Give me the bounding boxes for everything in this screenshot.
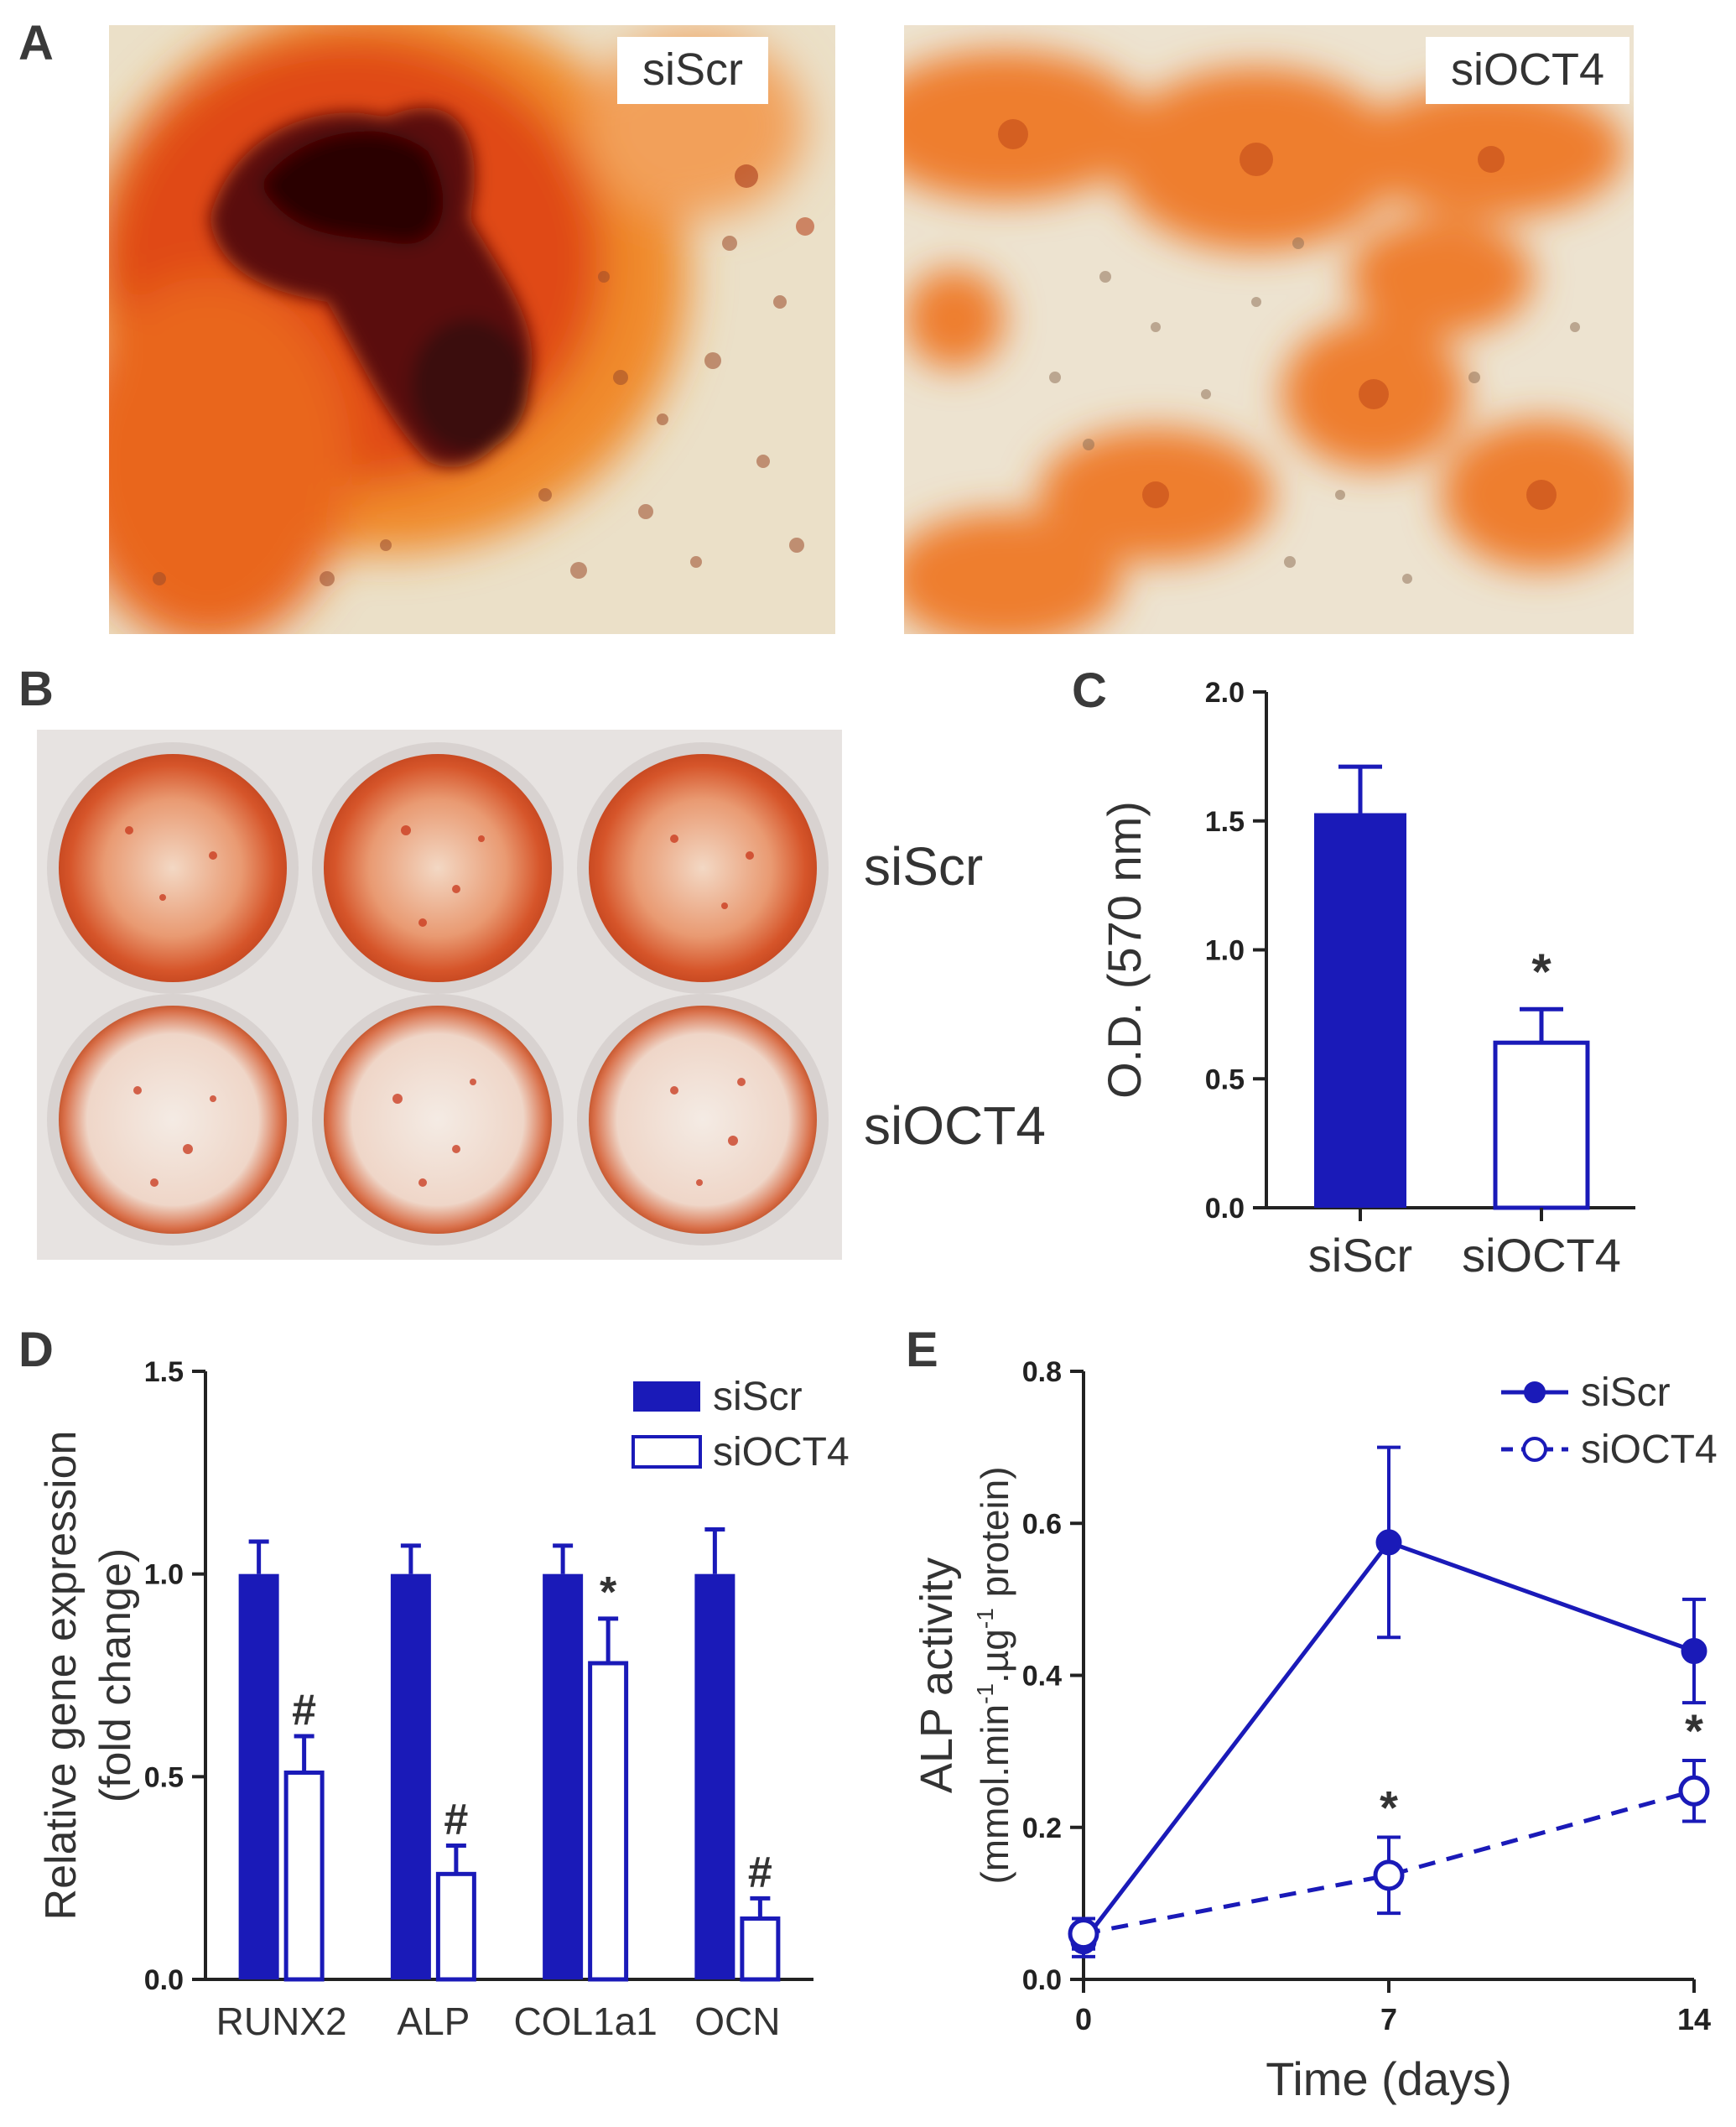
c-y-tick-label: 1.5 [1205,806,1245,838]
micrograph-label-sioct4: siOCT4 [1426,37,1630,104]
c-y-tick-label: 2.0 [1205,677,1245,709]
panel-e-letter: E [906,1323,938,1377]
c-y-tick-label: 1.0 [1205,935,1245,967]
plate-row-label-siscr: siScr [864,836,984,897]
d-x-tick-label: OCN [694,2000,780,2043]
e-series-line-siOCT4 [1083,1788,1695,1937]
d-bar-siScr-RUNX2 [238,1573,279,1979]
e-point-siScr [1375,1529,1402,1556]
d-legend-swatch-siScr [633,1381,700,1412]
c-x-tick-label: siScr [1308,1229,1412,1282]
e-y-axis-label-line1: ALP activity [912,1558,962,1793]
e-significance-mark: * [1685,1704,1703,1757]
panel-a-letter: A [18,16,54,70]
c-x-tick-label: siOCT4 [1462,1229,1621,1282]
e-y-axis-label-line2: (mmol.min-1.µg-1 protein) [972,1466,1016,1884]
plate-wells-bottom-row [47,994,829,1246]
e-y-tick-label: 0.4 [1022,1661,1062,1693]
d-bar-siScr-OCN [694,1573,735,1979]
d-y-tick-label: 1.0 [144,1559,184,1591]
chart-c-od-bar: 0.0 0.5 1.0 1.5 2.0 O.D. (570 nm) siScr siOCT4 * [1098,677,1635,1282]
d-bar-siOCT4-ALP [435,1871,476,1982]
d-legend-label-siScr: siScr [713,1375,803,1419]
e-legend-label-siOCT4: siOCT4 [1581,1428,1718,1472]
d-bar-siScr-ALP [390,1573,431,1979]
c-significance-mark: * [1531,944,1551,1000]
plate-row-label-sioct4: siOCT4 [864,1095,1046,1156]
d-bar-siOCT4-OCN [740,1916,781,1982]
d-significance-mark: # [292,1686,316,1734]
d-bar-siOCT4-RUNX2 [283,1771,325,1982]
e-legend-marker-siOCT4 [1522,1437,1547,1462]
c-bar-siOCT4 [1493,1040,1590,1210]
micrograph-label-siscr: siScr [617,37,768,104]
plate-wells-top-row [47,742,829,994]
six-well-plate-photo [37,730,842,1260]
c-y-tick-label: 0.5 [1205,1064,1245,1095]
d-y-tick-label: 1.5 [144,1356,184,1388]
e-legend-label-siScr: siScr [1581,1370,1671,1415]
d-bar-siScr-COL1a1 [543,1573,584,1979]
e-x-tick-label: 14 [1677,2002,1711,2036]
e-legend-marker-siScr [1524,1381,1546,1403]
d-bar-siOCT4-COL1a1 [588,1661,629,1982]
e-y-tick-label: 0.2 [1022,1812,1062,1844]
d-x-tick-label: ALP [397,2000,470,2043]
e-y-tick-label: 0.8 [1022,1356,1062,1388]
c-bar-siScr [1314,813,1406,1208]
c-y-tick-label: 0.0 [1205,1193,1245,1225]
alizarin-micrograph-sioct4 [904,25,1634,634]
e-x-axis-label: Time (days) [1266,2052,1512,2105]
d-significance-mark: * [600,1568,617,1617]
panel-b-letter: B [18,662,54,716]
d-y-tick-label: 0.5 [144,1761,184,1793]
d-y-axis-label-line2: (fold change) [91,1548,140,1803]
chart-e-alp-activity: 0.0 0.2 0.4 0.6 0.8 0 7 14 Time (days) ALP activi… [912,1356,1718,2105]
e-point-siOCT4 [1678,1775,1710,1807]
d-y-tick-label: 0.0 [144,1964,184,1996]
c-y-axis-label: O.D. (570 nm) [1098,801,1151,1099]
d-x-tick-label: RUNX2 [216,2000,347,2043]
e-point-siScr [1681,1638,1707,1664]
e-point-siOCT4 [1373,1859,1405,1891]
d-legend-swatch-siOCT4 [632,1435,702,1469]
d-legend-label-siOCT4: siOCT4 [713,1430,850,1474]
d-significance-mark: # [748,1848,772,1896]
panel-c-letter: C [1072,663,1107,718]
e-y-tick-label: 0.6 [1022,1508,1062,1540]
alizarin-micrograph-siscr [109,25,835,634]
d-y-axis-label-line1: Relative gene expression [37,1431,86,1921]
e-y-tick-label: 0.0 [1022,1964,1062,1996]
e-significance-mark: * [1380,1781,1398,1834]
panel-d-letter: D [18,1323,54,1377]
e-x-tick-label: 7 [1380,2002,1397,2036]
e-point-siOCT4 [1068,1918,1099,1950]
e-x-tick-label: 0 [1075,2002,1092,2036]
d-x-tick-label: COL1a1 [513,2000,657,2043]
chart-d-gene-expression: 0.0 0.5 1.0 1.5 Relative gene expression (fol… [37,1356,850,2043]
d-significance-mark: # [444,1796,468,1844]
cell-speckles [153,164,814,586]
